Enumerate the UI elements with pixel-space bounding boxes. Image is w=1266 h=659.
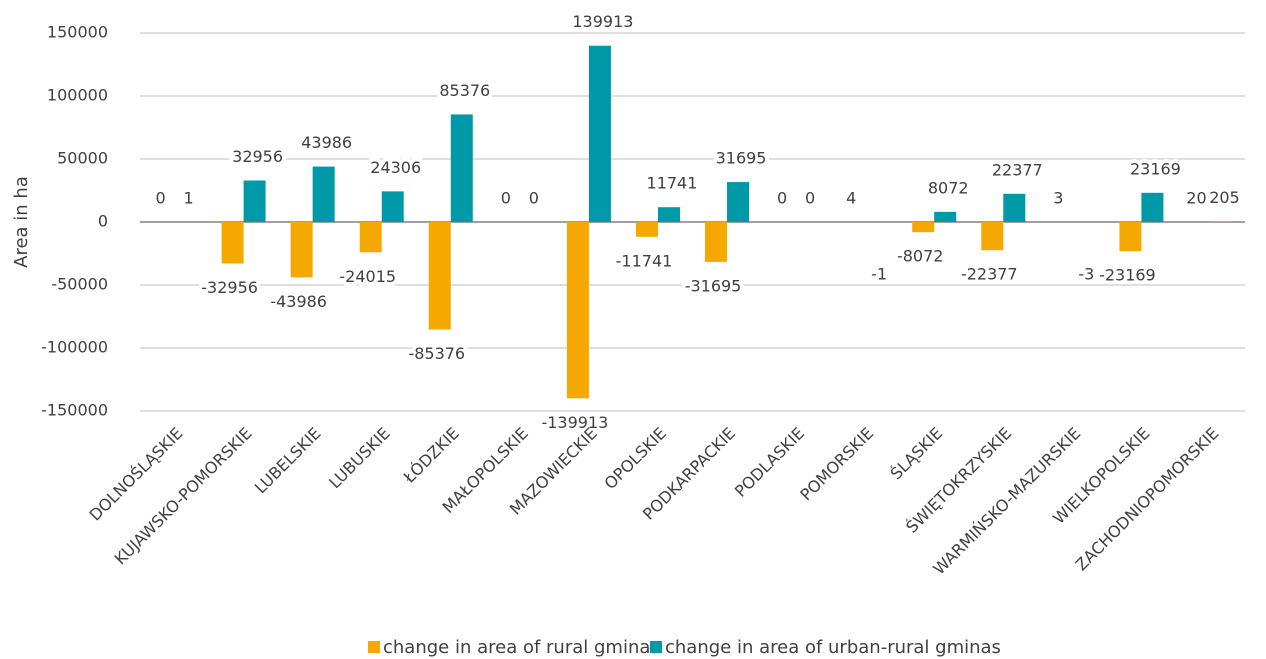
legend-label: change in area of rural gminas [383, 637, 660, 658]
x-tick-label: LUBUSKIE [325, 424, 394, 493]
y-axis-label: Area in ha [11, 176, 32, 268]
data-label: 0 [155, 189, 165, 208]
data-label: 0 [777, 189, 787, 208]
y-tick-label: -150000 [41, 401, 108, 420]
data-label: -43986 [270, 292, 327, 311]
bar [450, 114, 473, 222]
data-label: 31695 [716, 149, 767, 168]
x-tick-label: KUJAWSKO-POMORSKIE [111, 424, 256, 569]
data-label: 0 [529, 189, 539, 208]
bar [428, 222, 451, 330]
bar [727, 182, 750, 222]
data-label: -31695 [685, 276, 742, 295]
data-label: -139913 [541, 413, 608, 432]
data-label: -22377 [961, 265, 1018, 284]
bar [359, 222, 382, 253]
bar [981, 222, 1004, 251]
data-label: 11741 [647, 174, 698, 193]
data-label: -32956 [201, 278, 258, 297]
data-label: -3 [1078, 265, 1094, 284]
bar [635, 222, 658, 237]
x-tick-label: ZACHODNIOPOMORSKIE [1072, 424, 1223, 575]
y-tick-label: -50000 [51, 275, 108, 294]
y-tick-label: -100000 [41, 338, 108, 357]
bar [934, 211, 957, 222]
legend-swatch [650, 641, 662, 653]
x-tick-label: ŁÓDZKIE [399, 424, 463, 488]
x-tick-label: PODLASKIE [731, 424, 808, 501]
data-label: 23169 [1130, 159, 1181, 178]
bar [221, 222, 244, 264]
data-label: -24015 [339, 267, 396, 286]
data-label: 4 [846, 188, 856, 207]
data-label: 0 [501, 189, 511, 208]
bar [588, 45, 611, 222]
bar [290, 222, 313, 278]
data-label: 20 [1186, 188, 1206, 207]
x-tick-label: POMORSKIE [796, 424, 877, 505]
bar [1141, 192, 1164, 222]
data-label: 8072 [928, 178, 969, 197]
bar [1119, 222, 1142, 252]
bar [657, 207, 680, 222]
y-tick-label: 50000 [57, 149, 108, 168]
bar [381, 191, 404, 222]
y-tick-label: 150000 [47, 23, 108, 42]
data-label: -1 [871, 265, 887, 284]
data-label: 85376 [439, 81, 490, 100]
data-label: 22377 [992, 160, 1043, 179]
x-tick-label: OPOLSKIE [601, 424, 670, 493]
data-label: 32956 [232, 147, 283, 166]
bar [243, 180, 266, 222]
x-tick-label: ŚLĄSKIE [886, 424, 946, 484]
x-tick-label: LUBELSKIE [251, 424, 325, 498]
data-label: 24306 [370, 158, 421, 177]
data-label: 205 [1209, 188, 1240, 207]
bar [312, 166, 335, 222]
data-label: 139913 [572, 12, 633, 31]
legend-label: change in area of urban-rural gminas [665, 637, 1001, 658]
data-label: -8072 [897, 247, 944, 266]
bar [1003, 193, 1026, 222]
data-label: -11741 [616, 251, 673, 270]
data-label: 43986 [301, 133, 352, 152]
legend-swatch [368, 641, 380, 653]
y-tick-label: 0 [98, 212, 108, 231]
x-tick-label: WARMIŃSKO-MAZURSKIE [929, 424, 1084, 579]
data-label: 0 [805, 189, 815, 208]
data-label: -23169 [1099, 266, 1156, 285]
y-tick-label: 100000 [47, 86, 108, 105]
bar [566, 222, 589, 399]
bar [912, 222, 935, 233]
data-label: 3 [1053, 188, 1063, 207]
data-label: 1 [183, 188, 193, 207]
data-label: -85376 [408, 344, 465, 363]
bar [705, 222, 728, 262]
